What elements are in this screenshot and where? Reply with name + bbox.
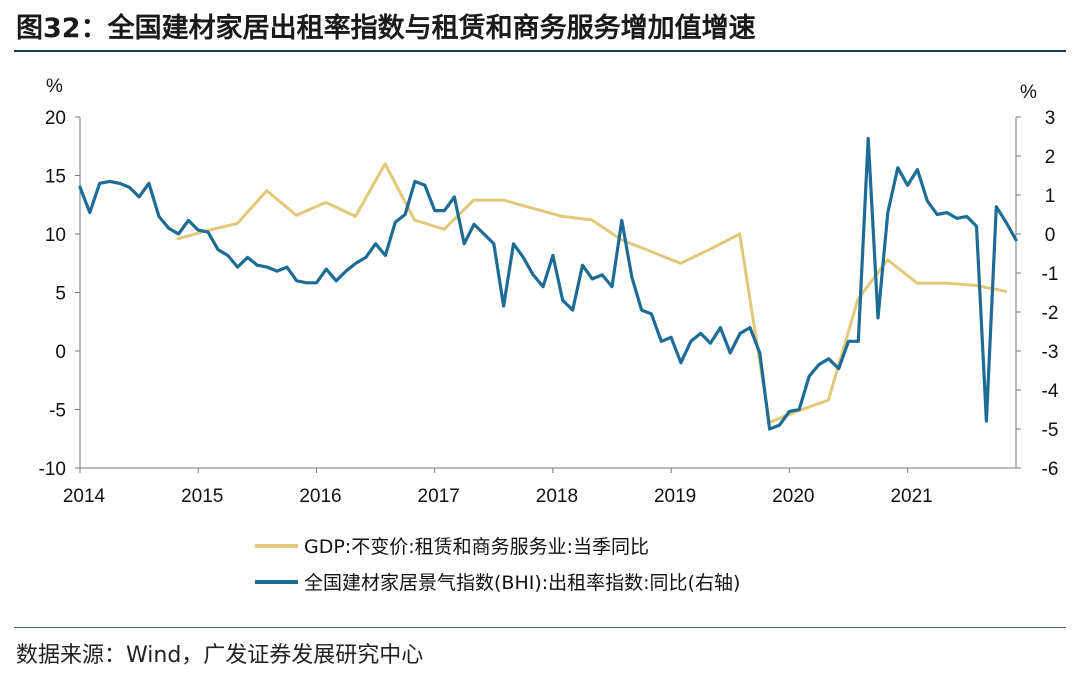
right-tick-label: -3 — [1042, 342, 1059, 363]
x-tick-label: 2014 — [63, 486, 106, 507]
left-tick-label: 10 — [45, 225, 66, 246]
x-tick-label: 2017 — [418, 486, 460, 507]
right-tick-label: -6 — [1042, 459, 1059, 480]
left-tick-label: 15 — [45, 167, 66, 188]
right-tick-label: -1 — [1042, 264, 1059, 285]
left-tick-label: 0 — [55, 342, 66, 363]
right-tick-label: -2 — [1042, 303, 1059, 324]
legend-label-bhi: 全国建材家居景气指数(BHI):出租率指数:同比(右轴) — [304, 572, 740, 594]
chart-title: 图32：全国建材家居出租率指数与租赁和商务服务增加值增速 — [16, 13, 756, 44]
x-tick-label: 2015 — [181, 486, 223, 507]
right-tick-label: 3 — [1045, 108, 1056, 129]
left-tick-label: -10 — [39, 459, 66, 480]
series-layer — [78, 136, 1018, 431]
source-note: 数据来源：Wind，广发证券发展研究中心 — [16, 643, 424, 668]
series-line-bhi — [78, 136, 1018, 431]
x-tick-label: 2020 — [772, 486, 814, 507]
source-divider — [14, 627, 1066, 628]
legend: GDP:不变价:租赁和商务服务业:当季同比 全国建材家居景气指数(BHI):出租… — [255, 536, 740, 594]
left-tick-label: 5 — [55, 284, 66, 305]
title-divider — [14, 50, 1066, 52]
left-axis-unit: % — [46, 76, 63, 97]
x-tick-label: 2019 — [654, 486, 696, 507]
legend-label-gdp: GDP:不变价:租赁和商务服务业:当季同比 — [304, 536, 649, 558]
left-tick-label: 20 — [45, 108, 66, 129]
left-axis-ticks: -10 -5 0 5 10 15 20 — [39, 108, 80, 480]
right-tick-label: 2 — [1045, 147, 1056, 168]
series-line-gdp — [176, 162, 1008, 424]
right-axis-unit: % — [1020, 82, 1037, 103]
right-tick-label: 0 — [1045, 225, 1056, 246]
right-tick-label: 1 — [1045, 186, 1056, 207]
right-tick-label: -4 — [1042, 381, 1059, 402]
x-tick-label: 2018 — [536, 486, 578, 507]
left-tick-label: -5 — [49, 401, 66, 422]
x-tick-label: 2021 — [890, 486, 932, 507]
right-axis-ticks: -6 -5 -4 -3 -2 -1 0 1 2 3 — [1016, 108, 1059, 480]
x-tick-label: 2016 — [299, 486, 341, 507]
x-axis-ticks: 2014 2015 2016 2017 2018 2019 2020 2021 — [63, 468, 933, 507]
right-tick-label: -5 — [1042, 420, 1059, 441]
